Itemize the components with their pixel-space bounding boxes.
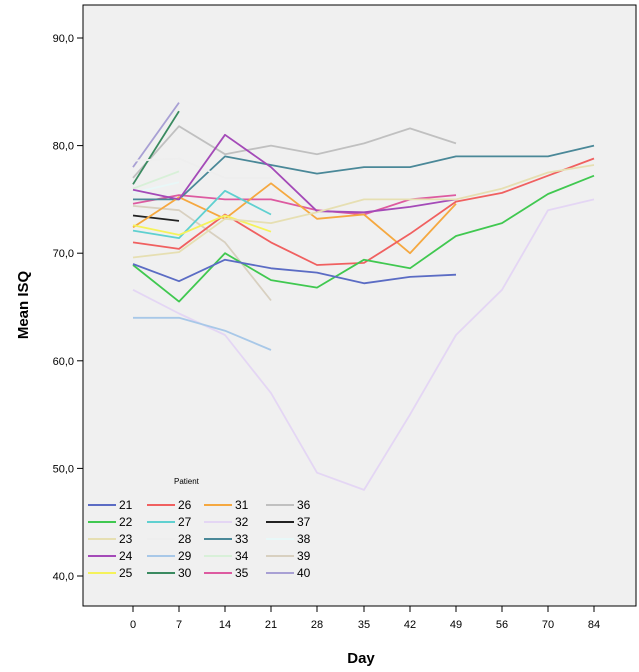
legend-title: Patient — [174, 477, 200, 486]
x-tick-label: 70 — [542, 619, 554, 631]
series-line-patient-22 — [132, 174, 595, 303]
series-line-patient-39 — [132, 205, 272, 302]
legend-label-patient-27: 27 — [178, 515, 192, 529]
series-line-patient-24 — [132, 133, 457, 214]
series-line-patient-40 — [132, 102, 180, 168]
series-line-patient-35 — [132, 194, 457, 216]
y-axis: 40,0 50,0 60,0 70,0 80,0 90,0 — [53, 33, 83, 583]
x-tick-label: 14 — [219, 619, 231, 631]
x-tick-label: 49 — [450, 619, 462, 631]
series-line-patient-26 — [132, 157, 595, 266]
x-tick-label: 7 — [176, 619, 182, 631]
series-line-patient-32 — [132, 198, 595, 491]
series-line-patient-23 — [132, 164, 595, 259]
x-axis: 0 7 14 21 28 35 42 49 56 70 84 — [130, 606, 600, 631]
legend-label-patient-32: 32 — [235, 515, 249, 529]
legend-label-patient-26: 26 — [178, 498, 192, 512]
series-line-patient-31 — [132, 182, 457, 255]
legend-label-patient-28: 28 — [178, 532, 192, 546]
x-tick-label: 84 — [588, 619, 600, 631]
legend-label-patient-24: 24 — [119, 549, 133, 563]
legend-label-patient-36: 36 — [297, 498, 311, 512]
x-axis-title: Day — [347, 650, 375, 667]
legend-label-patient-38: 38 — [297, 532, 311, 546]
series-line-patient-27 — [132, 189, 272, 240]
legend-label-patient-39: 39 — [297, 549, 311, 563]
y-tick-label: 90,0 — [53, 33, 74, 45]
y-tick-label: 40,0 — [53, 571, 74, 583]
legend-label-patient-31: 31 — [235, 498, 249, 512]
series-line-patient-36 — [132, 125, 457, 179]
legend-label-patient-22: 22 — [119, 515, 133, 529]
x-tick-label: 56 — [496, 619, 508, 631]
legend-label-patient-21: 21 — [119, 498, 133, 512]
legend-label-patient-35: 35 — [235, 566, 249, 580]
x-tick-label: 21 — [265, 619, 277, 631]
legend-label-patient-37: 37 — [297, 515, 311, 529]
series-line-patient-37 — [132, 214, 180, 222]
legend-label-patient-34: 34 — [235, 549, 249, 563]
legend-label-patient-40: 40 — [297, 566, 311, 580]
series-line-patient-21 — [132, 258, 457, 285]
series-line-patient-25 — [132, 214, 272, 236]
series-line-patient-34 — [132, 170, 180, 190]
x-tick-label: 0 — [130, 619, 136, 631]
x-tick-label: 42 — [404, 619, 416, 631]
y-tick-label: 50,0 — [53, 463, 74, 475]
legend-label-patient-25: 25 — [119, 566, 133, 580]
y-tick-label: 60,0 — [53, 356, 74, 368]
plot-background — [82, 4, 637, 607]
legend-label-patient-30: 30 — [178, 566, 192, 580]
legend-label-patient-29: 29 — [178, 549, 192, 563]
series-layer — [132, 102, 595, 491]
y-tick-label: 70,0 — [53, 248, 74, 260]
legend-label-patient-33: 33 — [235, 532, 249, 546]
x-tick-label: 28 — [311, 619, 323, 631]
legend: Patient 21 22 23 24 25 26 27 28 29 30 31 32 33 34 35 36… — [88, 477, 311, 580]
series-line-patient-29 — [133, 316, 272, 351]
x-tick-label: 35 — [358, 619, 370, 631]
legend-label-patient-23: 23 — [119, 532, 133, 546]
y-axis-title: Mean ISQ — [15, 270, 32, 339]
y-tick-label: 80,0 — [53, 141, 74, 153]
series-line-patient-30 — [132, 110, 180, 185]
